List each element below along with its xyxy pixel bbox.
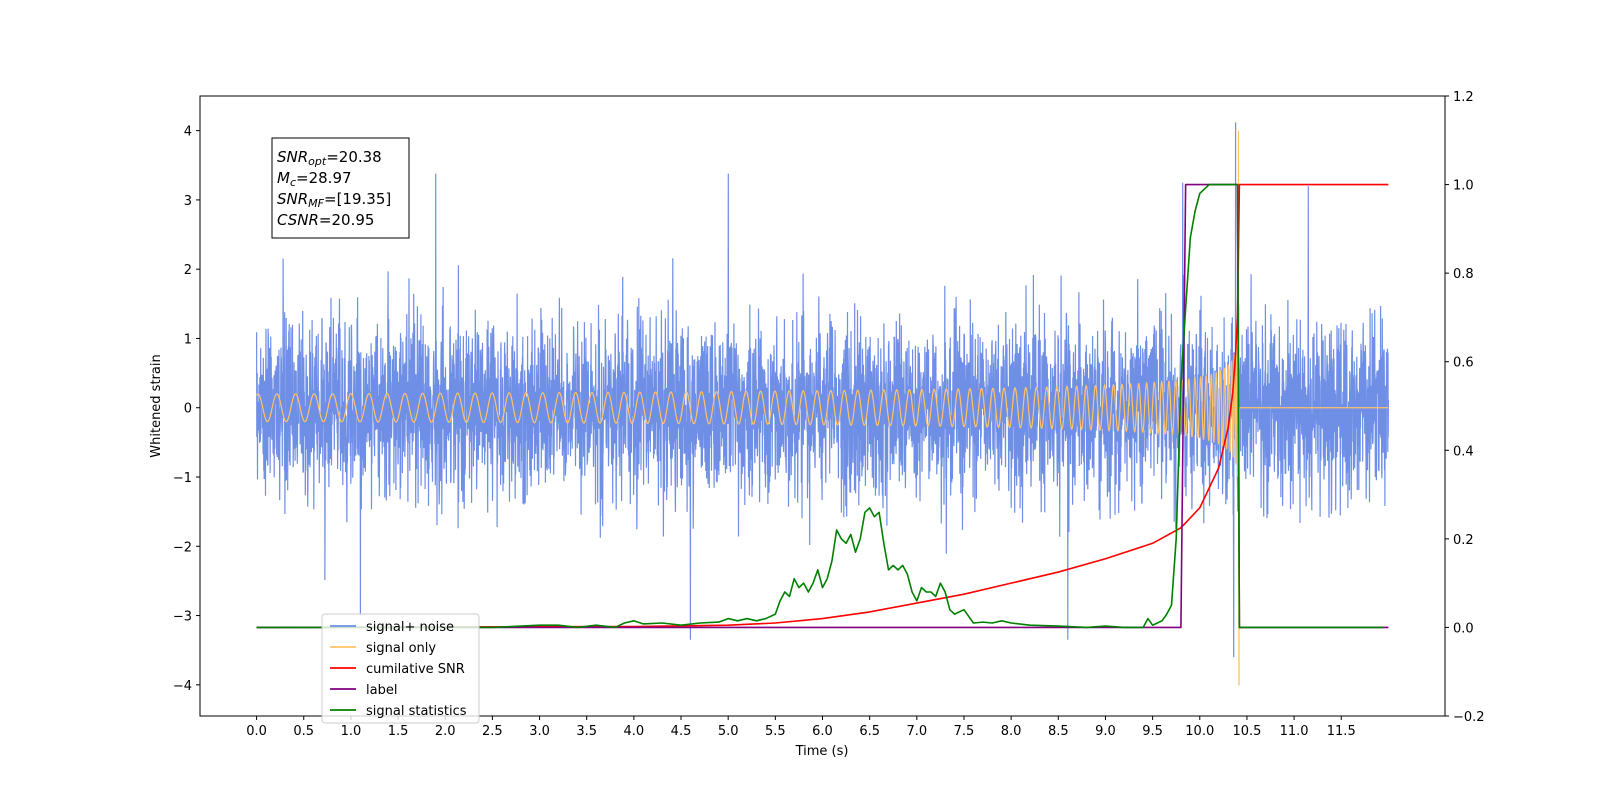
annotation-sub: MF — [308, 197, 324, 210]
y-tick-label: −3 — [173, 610, 192, 625]
y2-tick-label: 0.0 — [1453, 621, 1474, 636]
y2-tick-label: 0.4 — [1453, 444, 1474, 459]
y-axis-label: Whitened strain — [149, 354, 164, 457]
x-axis-label: Time (s) — [795, 744, 849, 759]
y2-tick-label: 0.8 — [1453, 267, 1474, 282]
annotation-var: SNR — [277, 148, 308, 166]
annotation-line: Mc=28.97 — [277, 169, 352, 189]
x-tick-label: 6.5 — [859, 724, 880, 739]
x-tick-label: 2.0 — [435, 724, 456, 739]
x-tick-label: 3.5 — [576, 724, 597, 739]
legend-label-signal-only: signal only — [366, 641, 436, 656]
annotation-value: =28.97 — [296, 169, 352, 187]
x-tick-label: 4.0 — [624, 724, 645, 739]
y2-tick-label: −0.2 — [1453, 710, 1485, 725]
x-tick-label: 10.0 — [1185, 724, 1214, 739]
x-tick-label: 1.5 — [388, 724, 409, 739]
y-tick-label: −4 — [173, 679, 192, 694]
x-tick-label: 2.5 — [482, 724, 503, 739]
legend: signal+ noise signal only cumilative SNR la… — [321, 613, 480, 724]
annotation-line: SNRMF=[19.35] — [277, 190, 391, 210]
y-tick-label: −1 — [173, 471, 192, 486]
y2-tick-label: 0.6 — [1453, 356, 1474, 371]
y2-tick-label: 0.2 — [1453, 533, 1474, 548]
legend-label-signal-statistics: signal statistics — [366, 704, 467, 719]
x-tick-label: 11.5 — [1327, 724, 1356, 739]
y-axis-left: −4 −3 −2 −1 0 1 2 3 4 — [173, 125, 200, 694]
x-tick-label: 8.0 — [1001, 724, 1022, 739]
series-cumilative-snr-line — [256, 183, 1389, 629]
y-tick-label: 1 — [184, 332, 192, 347]
y-tick-label: 0 — [184, 402, 192, 417]
x-tick-label: 5.5 — [765, 724, 786, 739]
y-axis-right: −0.2 0.0 0.2 0.4 0.6 0.8 1.0 1.2 — [1445, 90, 1485, 725]
x-tick-label: 6.0 — [812, 724, 833, 739]
y-tick-label: 4 — [184, 125, 192, 140]
x-axis: 0.0 0.5 1.0 1.5 2.0 2.5 3.0 3.5 4.0 4.5 5.0 5.5 6.0 6… — [246, 716, 1356, 739]
legend-label-label: label — [366, 683, 397, 698]
x-tick-label: 7.0 — [906, 724, 927, 739]
x-tick-label: 9.0 — [1095, 724, 1116, 739]
x-tick-label: 3.0 — [529, 724, 550, 739]
y-tick-label: 2 — [184, 263, 192, 278]
x-tick-label: 0.0 — [246, 724, 267, 739]
series-layer — [256, 122, 1389, 686]
x-tick-label: 7.5 — [954, 724, 975, 739]
y2-tick-label: 1.2 — [1453, 90, 1474, 105]
annotation-value: =20.38 — [326, 148, 382, 166]
annotation-var: SNR — [277, 190, 308, 208]
x-tick-label: 11.0 — [1280, 724, 1309, 739]
x-tick-label: 0.5 — [293, 724, 314, 739]
annotation-value: =20.95 — [319, 211, 375, 229]
series-signal-statistics-line — [256, 183, 1384, 629]
annotation-box: SNRopt=20.38Mc=28.97SNRMF=[19.35]CSNR=20… — [271, 137, 410, 239]
annotation-line: CSNR=20.95 — [277, 211, 374, 229]
annotation-frame — [271, 137, 410, 239]
legend-frame — [321, 613, 480, 724]
legend-label-cumilative-snr: cumilative SNR — [366, 662, 465, 677]
annotation-sub: c — [290, 176, 296, 189]
x-tick-label: 9.5 — [1142, 724, 1163, 739]
annotation-value: =[19.35] — [324, 190, 391, 208]
x-tick-label: 8.5 — [1048, 724, 1069, 739]
y2-tick-label: 1.0 — [1453, 179, 1474, 194]
y-tick-label: 3 — [184, 194, 192, 209]
annotation-var: M — [277, 169, 290, 187]
x-tick-label: 5.0 — [718, 724, 739, 739]
x-tick-label: 4.5 — [671, 724, 692, 739]
y-tick-label: −2 — [173, 540, 192, 555]
annotation-line: SNRopt=20.38 — [277, 148, 382, 168]
annotation-sub: opt — [308, 155, 327, 168]
x-tick-label: 10.5 — [1232, 724, 1261, 739]
legend-label-signal-noise: signal+ noise — [366, 620, 454, 635]
x-tick-label: 1.0 — [341, 724, 362, 739]
annotation-var: CSNR — [277, 211, 319, 229]
